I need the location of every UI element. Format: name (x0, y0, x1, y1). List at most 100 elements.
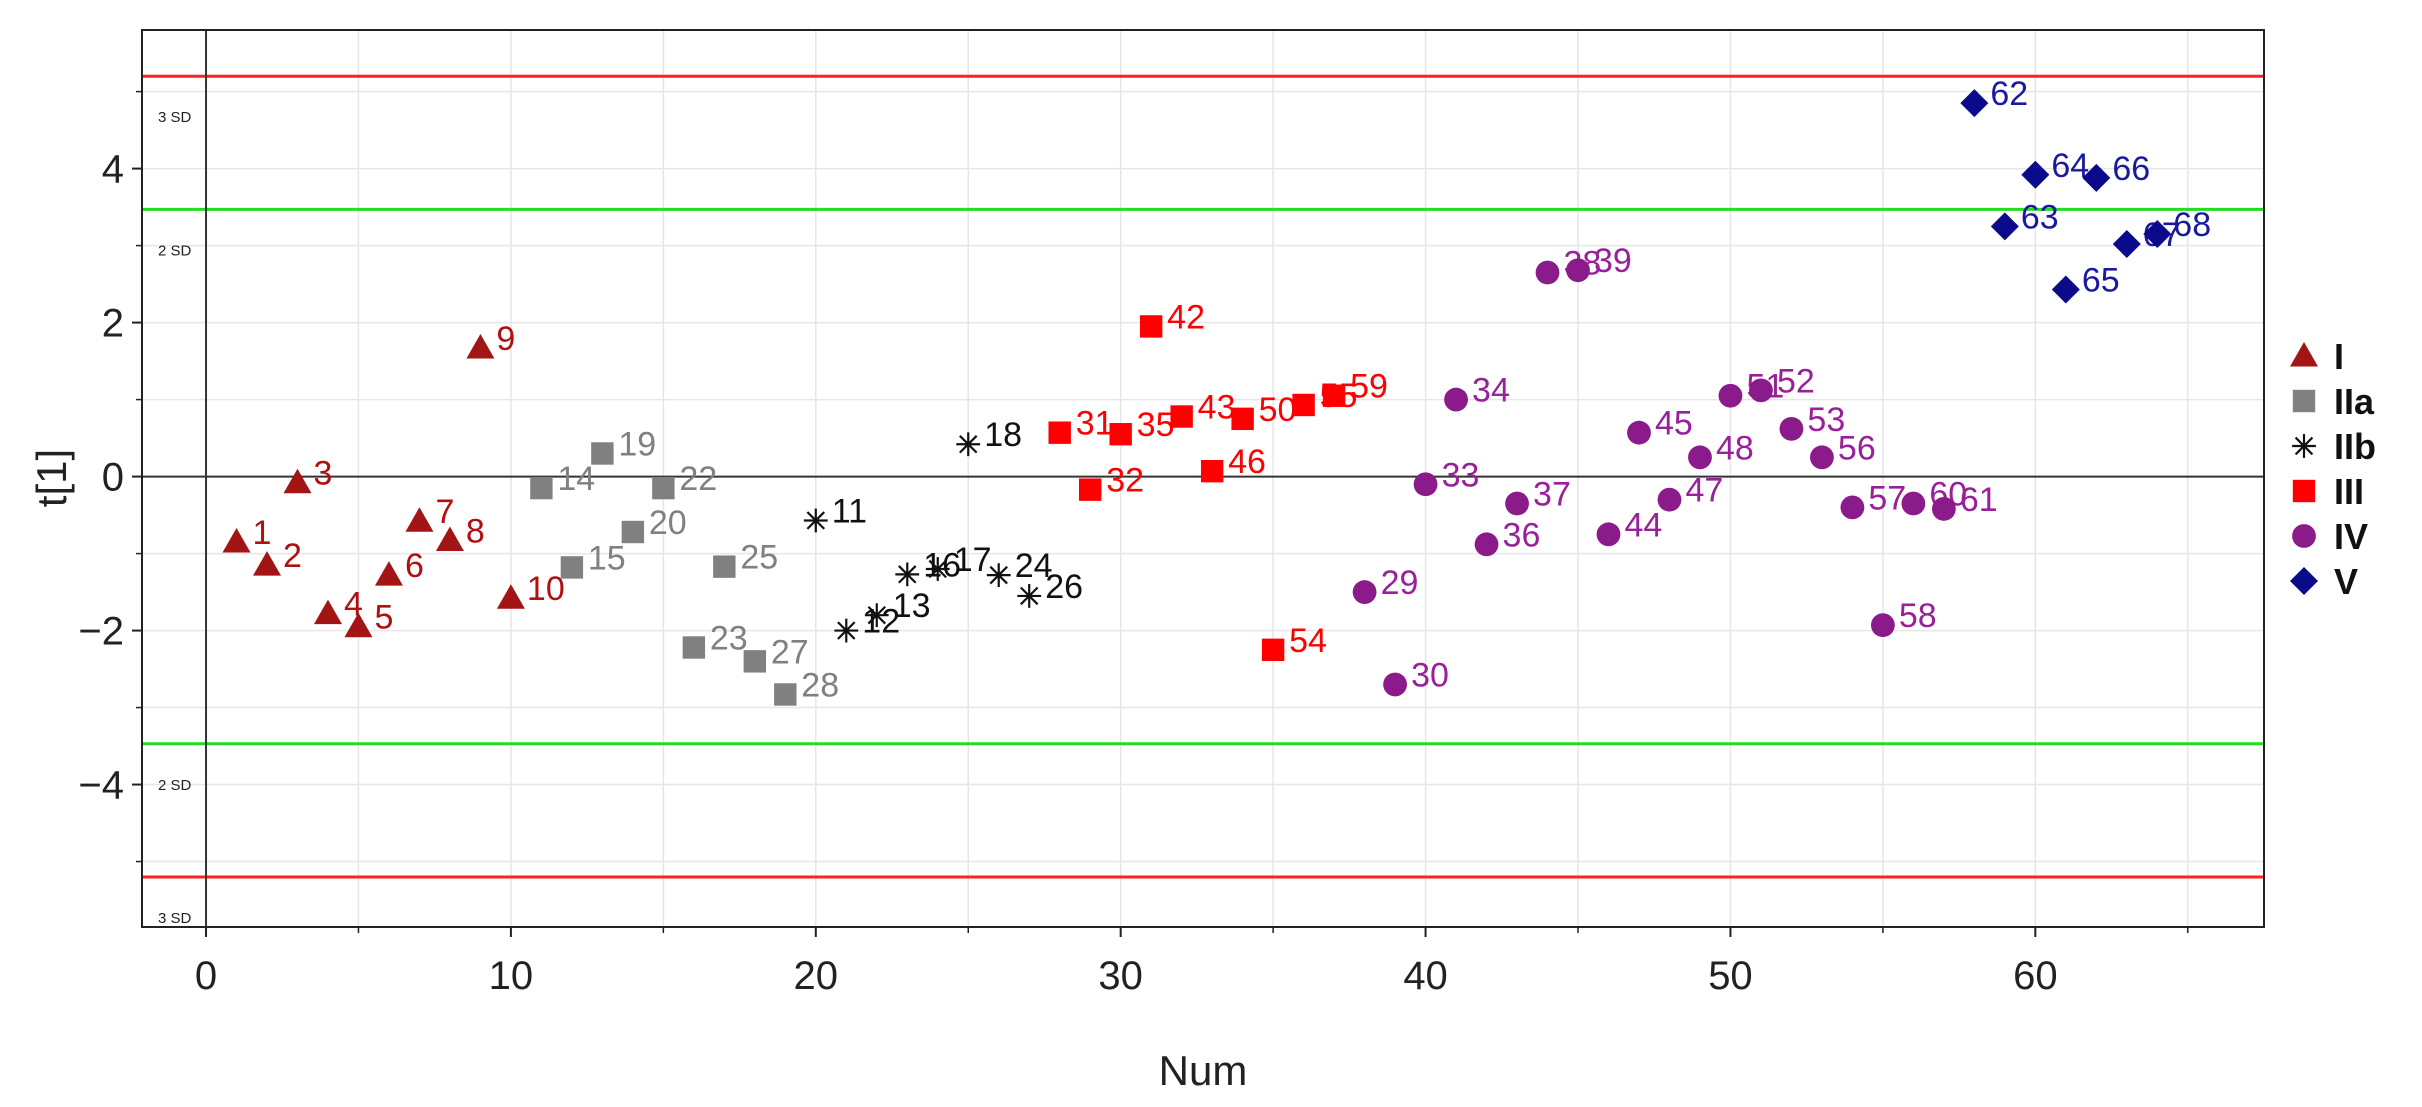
series-III: 31323542434650545559 (1048, 298, 1388, 662)
data-point-60 (1901, 491, 1926, 516)
upper-2sd-label: 2 SD (158, 242, 192, 259)
legend-item-IIa: IIa (2292, 381, 2375, 422)
point-label-30: 30 (1411, 656, 1449, 694)
data-point-13 (864, 603, 889, 628)
point-label-29: 29 (1381, 564, 1419, 602)
data-point-32 (1078, 478, 1102, 501)
point-label-18: 18 (984, 416, 1022, 454)
data-point-12 (834, 618, 859, 643)
legend-label-III: III (2334, 471, 2364, 512)
y-tick-label: 0 (102, 456, 124, 500)
point-label-68: 68 (2173, 206, 2211, 244)
data-point-29 (1352, 580, 1377, 604)
data-point-44 (1596, 522, 1621, 547)
grid (142, 30, 2264, 927)
x-axis-title: Num (1159, 1047, 1248, 1094)
legend-item-III: III (2292, 471, 2364, 512)
point-label-50: 50 (1259, 391, 1297, 429)
point-label-42: 42 (1167, 298, 1205, 336)
data-point-42 (1139, 315, 1163, 338)
data-point-1 (222, 528, 251, 553)
data-point-47 (1657, 487, 1682, 512)
point-label-9: 9 (496, 320, 515, 358)
data-point-27 (743, 650, 767, 673)
data-point-5 (344, 612, 373, 638)
point-label-37: 37 (1533, 476, 1571, 514)
data-point-64 (2021, 160, 2050, 189)
data-point-67 (2112, 230, 2141, 259)
legend-label-I: I (2334, 336, 2344, 377)
data-point-16 (895, 562, 920, 587)
x-tick-label: 40 (1403, 954, 1448, 998)
point-label-15: 15 (588, 539, 626, 577)
point-label-43: 43 (1198, 389, 1236, 427)
point-label-3: 3 (313, 455, 332, 493)
point-label-34: 34 (1472, 372, 1510, 410)
plot-frame (141, 29, 2265, 928)
legend-marker-I (2290, 342, 2318, 367)
data-point-51 (1718, 383, 1743, 408)
x-tick-label: 0 (195, 954, 217, 998)
data-point-37 (1505, 491, 1529, 516)
data-point-45 (1627, 420, 1651, 445)
data-point-68 (2143, 220, 2172, 249)
data-point-22 (652, 476, 675, 500)
point-label-52: 52 (1777, 362, 1815, 400)
point-label-61: 61 (1960, 481, 1998, 519)
point-label-24: 24 (1015, 547, 1053, 585)
y-axis-title: t[1] (28, 449, 75, 507)
data-point-58 (1870, 613, 1895, 638)
data-point-24 (986, 563, 1011, 588)
point-label-31: 31 (1076, 405, 1114, 443)
point-label-35: 35 (1137, 406, 1175, 444)
data-point-39 (1566, 258, 1590, 283)
x-tick-label: 10 (489, 954, 534, 998)
point-label-44: 44 (1624, 506, 1662, 544)
legend-item-V: V (2290, 561, 2358, 602)
point-label-66: 66 (2112, 150, 2150, 188)
y-tick-label: 4 (102, 148, 124, 192)
y-tick-label: −4 (78, 764, 124, 808)
legend-marker-IIb (2292, 434, 2316, 458)
point-label-28: 28 (801, 666, 839, 704)
legend-item-I: I (2290, 336, 2344, 377)
legend-item-IIb: IIb (2292, 426, 2376, 467)
data-point-8 (435, 526, 464, 551)
data-point-36 (1474, 532, 1499, 557)
point-label-11: 11 (832, 492, 867, 530)
data-point-46 (1200, 459, 1224, 483)
data-point-15 (560, 556, 584, 579)
data-point-25 (713, 555, 736, 578)
point-label-63: 63 (2021, 198, 2059, 236)
data-points: 1234567891014151920222325272811121316171… (222, 75, 2211, 706)
point-label-47: 47 (1685, 472, 1723, 510)
series-V: 62636465666768 (1960, 75, 2211, 304)
data-point-59 (1322, 384, 1346, 407)
point-label-2: 2 (283, 537, 302, 575)
point-label-62: 62 (1990, 75, 2028, 113)
point-label-14: 14 (557, 460, 595, 498)
x-tick-label: 50 (1708, 954, 1753, 998)
point-label-39: 39 (1594, 242, 1632, 280)
point-label-22: 22 (679, 460, 717, 498)
point-label-20: 20 (649, 504, 687, 542)
y-tick-label: 2 (102, 302, 124, 346)
data-point-23 (682, 636, 706, 659)
data-point-35 (1109, 423, 1132, 446)
data-point-10 (496, 584, 525, 609)
data-point-6 (374, 561, 403, 586)
data-point-11 (803, 508, 828, 533)
data-point-18 (956, 432, 981, 457)
lower-3sd-label: 3 SD (158, 910, 192, 927)
data-point-38 (1535, 260, 1560, 285)
point-label-12: 12 (862, 603, 900, 641)
point-label-57: 57 (1868, 479, 1906, 517)
point-label-33: 33 (1442, 456, 1480, 494)
data-point-48 (1688, 445, 1712, 470)
data-point-52 (1749, 378, 1773, 403)
data-point-34 (1444, 387, 1468, 412)
data-point-63 (1990, 212, 2019, 241)
legend-marker-III (2292, 479, 2316, 503)
